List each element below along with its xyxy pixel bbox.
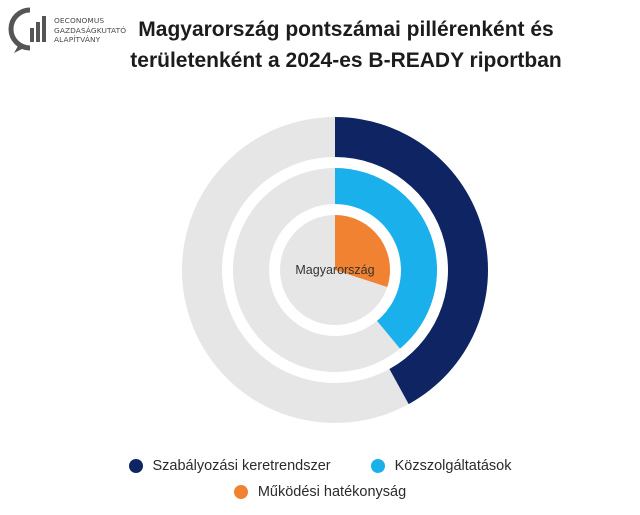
- title-line-1: Magyarország pontszámai pillérenként és: [138, 18, 554, 41]
- legend-label: Működési hatékonyság: [257, 484, 407, 500]
- logo-text: OECONOMUS GAZDASÁGKUTATÓ ALAPÍTVÁNY: [54, 16, 126, 45]
- legend-item-kozszolgaltatasok[interactable]: Közszolgáltatások: [370, 458, 512, 474]
- oeconomus-logo: OECONOMUS GAZDASÁGKUTATÓ ALAPÍTVÁNY: [8, 6, 126, 54]
- chart-title: Magyarország pontszámai pillérenként és …: [96, 14, 596, 76]
- bar-2[interactable]: [335, 168, 438, 349]
- legend-item-szabalyozasi[interactable]: Szabályozási keretrendszer: [128, 458, 331, 474]
- legend-row: Működési hatékonyság: [0, 484, 640, 500]
- legend-swatch: [233, 485, 248, 499]
- logo-line: GAZDASÁGKUTATÓ: [54, 25, 127, 35]
- title-line-2: területenként a 2024-es B-READY riportba…: [130, 49, 562, 72]
- center-label: Magyarország: [295, 263, 374, 277]
- bar-3[interactable]: [335, 215, 390, 287]
- legend-row: Szabályozási keretrendszer Közszolgáltat…: [0, 458, 640, 474]
- legend: Szabályozási keretrendszer Közszolgáltat…: [0, 458, 640, 510]
- logo-line: OECONOMUS: [54, 16, 105, 25]
- legend-item-mukodesi[interactable]: Működési hatékonyság: [233, 484, 407, 500]
- legend-label: Közszolgáltatások: [394, 458, 512, 474]
- legend-swatch: [370, 459, 385, 473]
- legend-label: Szabályozási keretrendszer: [152, 458, 331, 474]
- logo-icon: [8, 7, 46, 53]
- legend-swatch: [128, 459, 143, 473]
- logo-line: ALAPÍTVÁNY: [54, 35, 101, 45]
- bar-1[interactable]: [335, 117, 488, 405]
